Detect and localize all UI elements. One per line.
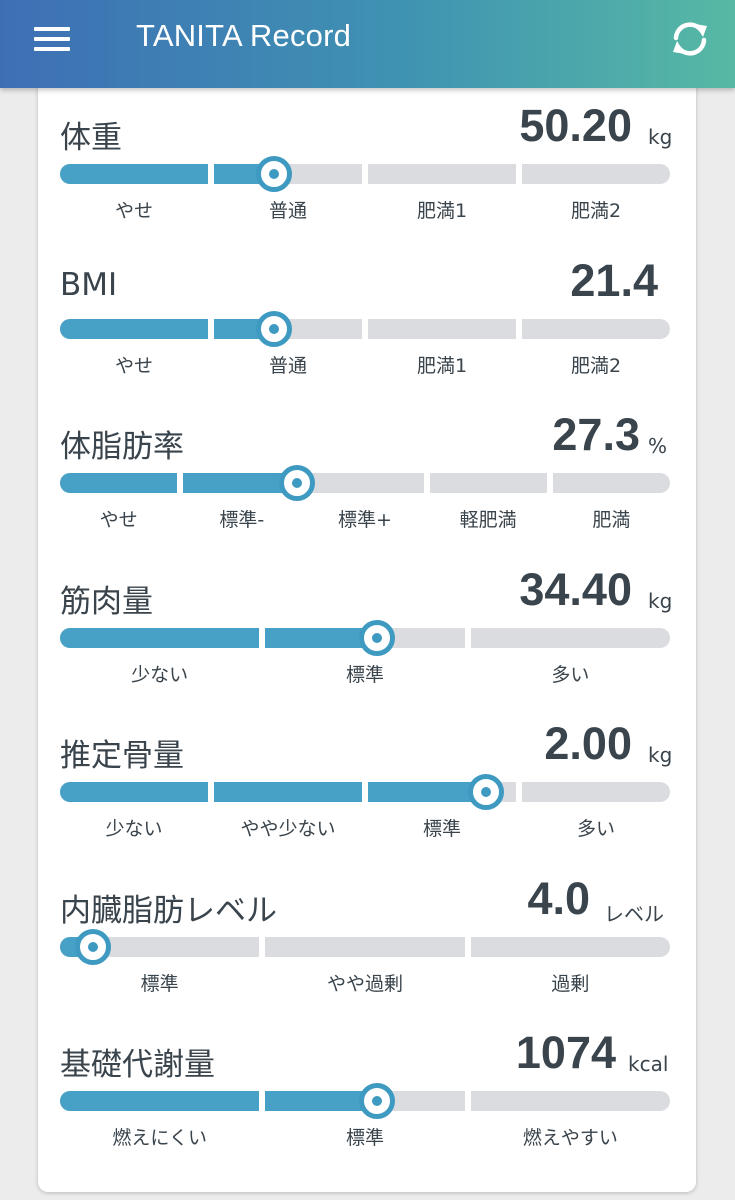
gauge-label: 少ない [105,818,163,840]
gauge-label: 普通 [268,354,308,377]
gauge-label: 標準 [345,663,385,686]
gauge-label: 燃えやすい [522,1127,618,1149]
metric-title: 筋肉量 [60,583,153,620]
gauge-fill [183,473,298,493]
metric-unit: レベル [604,901,664,926]
sync-icon[interactable] [668,17,712,61]
gauge-label: 軽肥満 [459,509,517,531]
gauge-fill [60,627,260,648]
gauge-fill [60,473,178,493]
metric-value: 4.0 [527,872,590,924]
metric-weight: 体重 50.20 kg やせ 普通 肥満1 肥満2 [38,84,696,234]
gauge-fill [368,782,486,802]
gauge-indicator[interactable] [255,310,292,347]
gauge-segment [522,318,670,339]
gauge-label: 過剰 [551,972,590,995]
gauge-label: 多い [551,663,590,686]
gauge-fill [265,1091,378,1111]
metric-gauge [60,310,670,347]
metric-value: 50.20 [519,100,632,151]
metric-bmr: 基礎代謝量 1074 kcal 燃えにくい 標準 燃えやすい [38,1011,696,1161]
metric-body-fat: 体脂肪率 27.3% やせ 標準- 標準+ 軽肥満 肥満 [38,393,696,543]
gauge-segment [522,164,670,184]
metric-unit: kg [648,588,673,613]
gauge-segment [470,627,670,648]
metric-value: 34.40 [519,563,632,615]
hamburger-menu-icon[interactable] [34,24,72,54]
metric-title: 内臓脂肪レベル [60,892,277,929]
gauge-fill [265,627,378,648]
gauge-segment [470,936,670,957]
gauge-label: 標準 [140,972,179,995]
gauge-label: 燃えにくい [112,1127,207,1149]
metric-title: BMI [60,266,118,303]
metric-gauge [60,928,670,965]
metric-title: 体重 [60,120,122,156]
gauge-label: 肥満 [592,509,631,531]
gauge-segment [306,473,424,493]
gauge-fill [60,1091,260,1111]
metric-value: 27.3 [552,409,640,460]
metric-title: 基礎代謝量 [60,1047,215,1083]
metric-gauge [60,465,670,501]
gauge-segment [552,473,670,493]
gauge-fill [60,318,208,339]
metric-gauge [60,1083,670,1119]
gauge-label: 標準+ [338,509,392,531]
gauge-segment [429,473,547,493]
body-composition-card: 体重 50.20 kg やせ 普通 肥満1 肥満2 BMI 21.4 やせ 普通 肥満1 肥満2 体脂肪率… [38,80,696,1192]
gauge-fill [60,164,208,184]
gauge-label: 肥満2 [570,200,622,222]
app-title: TANITA Record [136,18,352,53]
metric-gauge [60,156,670,192]
metric-unit: kg [648,125,673,149]
gauge-segment [470,1091,670,1111]
gauge-segment [265,936,465,957]
metric-unit: kg [648,743,673,767]
metric-bmi: BMI 21.4 やせ 普通 肥満1 肥満2 [38,239,696,389]
gauge-label: 肥満2 [570,354,622,377]
gauge-indicator[interactable] [467,774,504,810]
gauge-fill [60,782,208,802]
metric-unit: % [648,434,668,458]
gauge-indicator[interactable] [255,156,292,192]
gauge-label: 標準 [345,1127,385,1149]
gauge-segment [522,782,670,802]
gauge-indicator[interactable] [359,1083,396,1119]
metric-value: 2.00 [544,718,632,769]
metric-bone: 推定骨量 2.00 kg 少ない やや少ない 標準 多い [38,702,696,852]
metric-title: 推定骨量 [60,738,184,774]
metric-gauge [60,774,670,810]
gauge-segment [368,318,516,339]
gauge-segment [368,164,516,184]
gauge-label: 少ない [131,663,189,686]
gauge-label: やせ [99,509,138,531]
gauge-label: やや過剰 [326,972,404,995]
gauge-label: 肥満1 [416,200,468,222]
gauge-indicator[interactable] [279,465,316,501]
gauge-indicator[interactable] [74,928,111,965]
gauge-label: 普通 [268,200,308,222]
gauge-label: やや少ない [240,818,336,840]
metric-gauge [60,619,670,656]
gauge-label: やせ [114,200,154,222]
gauge-label: 肥満1 [416,354,468,377]
metric-value: 21.4 [570,254,658,306]
gauge-indicator[interactable] [359,619,396,656]
gauge-label: 標準- [219,509,265,531]
metric-unit: kcal [628,1052,669,1076]
metric-value: 1074 [515,1027,616,1078]
metric-muscle: 筋肉量 34.40 kg 少ない 標準 多い [38,548,696,698]
gauge-label: やせ [114,354,154,377]
app-bar: TANITA Record [0,0,735,88]
gauge-label: 多い [576,818,616,840]
metric-visceral-fat: 内臓脂肪レベル 4.0 レベル標準 やや過剰 過剰 [38,857,696,1007]
gauge-label: 標準 [422,818,462,840]
metric-title: 体脂肪率 [60,429,184,465]
gauge-fill [214,782,362,802]
